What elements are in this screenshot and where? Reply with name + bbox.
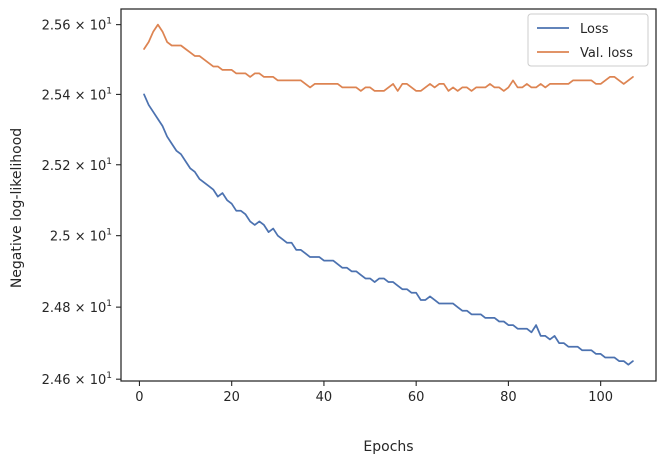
series-line-val-loss <box>143 23 634 92</box>
x-tick-label: 80 <box>500 390 517 405</box>
plot-frame <box>120 8 657 382</box>
y-tick-label: 2.56 × 101 <box>42 17 112 34</box>
legend-label-loss: Loss <box>580 22 609 37</box>
x-axis-ticks: 0 20 40 60 80 100 <box>135 381 613 405</box>
x-tick-label: 60 <box>408 390 425 405</box>
y-tick-label: 2.46 × 101 <box>42 371 112 388</box>
x-tick-label: 100 <box>588 390 613 405</box>
x-tick-label: 20 <box>223 390 240 405</box>
series-line-loss <box>143 93 634 366</box>
legend: Loss Val. loss <box>527 13 649 67</box>
x-tick-label: 0 <box>135 390 143 405</box>
legend-box <box>527 13 649 67</box>
y-tick-label: 2.54 × 101 <box>42 86 112 103</box>
x-axis-label: Epochs <box>363 439 413 455</box>
y-axis-ticks: 2.46 × 101 2.48 × 101 2.5 × 101 2.52 × 101 2… <box>42 17 121 388</box>
y-tick-label: 2.52 × 101 <box>42 157 112 174</box>
y-tick-label: 2.48 × 101 <box>42 299 112 316</box>
x-tick-label: 40 <box>316 390 333 405</box>
y-tick-label: 2.5 × 101 <box>50 228 112 245</box>
y-axis-label: Negative log-likelihood <box>9 128 25 288</box>
series-lines <box>143 23 634 366</box>
legend-label-val-loss: Val. loss <box>580 46 633 61</box>
